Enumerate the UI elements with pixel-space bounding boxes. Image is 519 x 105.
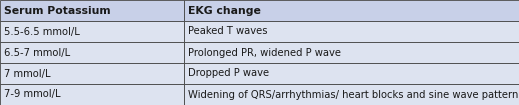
- Bar: [184, 21, 519, 42]
- Text: 7-9 mmol/L: 7-9 mmol/L: [4, 89, 61, 100]
- Text: Widening of QRS/arrhythmias/ heart blocks and sine wave pattern: Widening of QRS/arrhythmias/ heart block…: [188, 89, 519, 100]
- Bar: [184, 0, 519, 21]
- Bar: [0, 42, 184, 63]
- Text: Serum Potassium: Serum Potassium: [4, 5, 111, 16]
- Text: Prolonged PR, widened P wave: Prolonged PR, widened P wave: [188, 47, 342, 58]
- Bar: [0, 63, 184, 84]
- Bar: [0, 84, 184, 105]
- Text: 5.5-6.5 mmol/L: 5.5-6.5 mmol/L: [4, 26, 80, 37]
- Bar: [0, 21, 184, 42]
- Text: EKG change: EKG change: [188, 5, 261, 16]
- Bar: [0, 0, 184, 21]
- Text: 7 mmol/L: 7 mmol/L: [4, 68, 51, 79]
- Text: Dropped P wave: Dropped P wave: [188, 68, 269, 79]
- Text: 6.5-7 mmol/L: 6.5-7 mmol/L: [4, 47, 70, 58]
- Bar: [184, 84, 519, 105]
- Bar: [184, 42, 519, 63]
- Bar: [184, 63, 519, 84]
- Text: Peaked T waves: Peaked T waves: [188, 26, 268, 37]
